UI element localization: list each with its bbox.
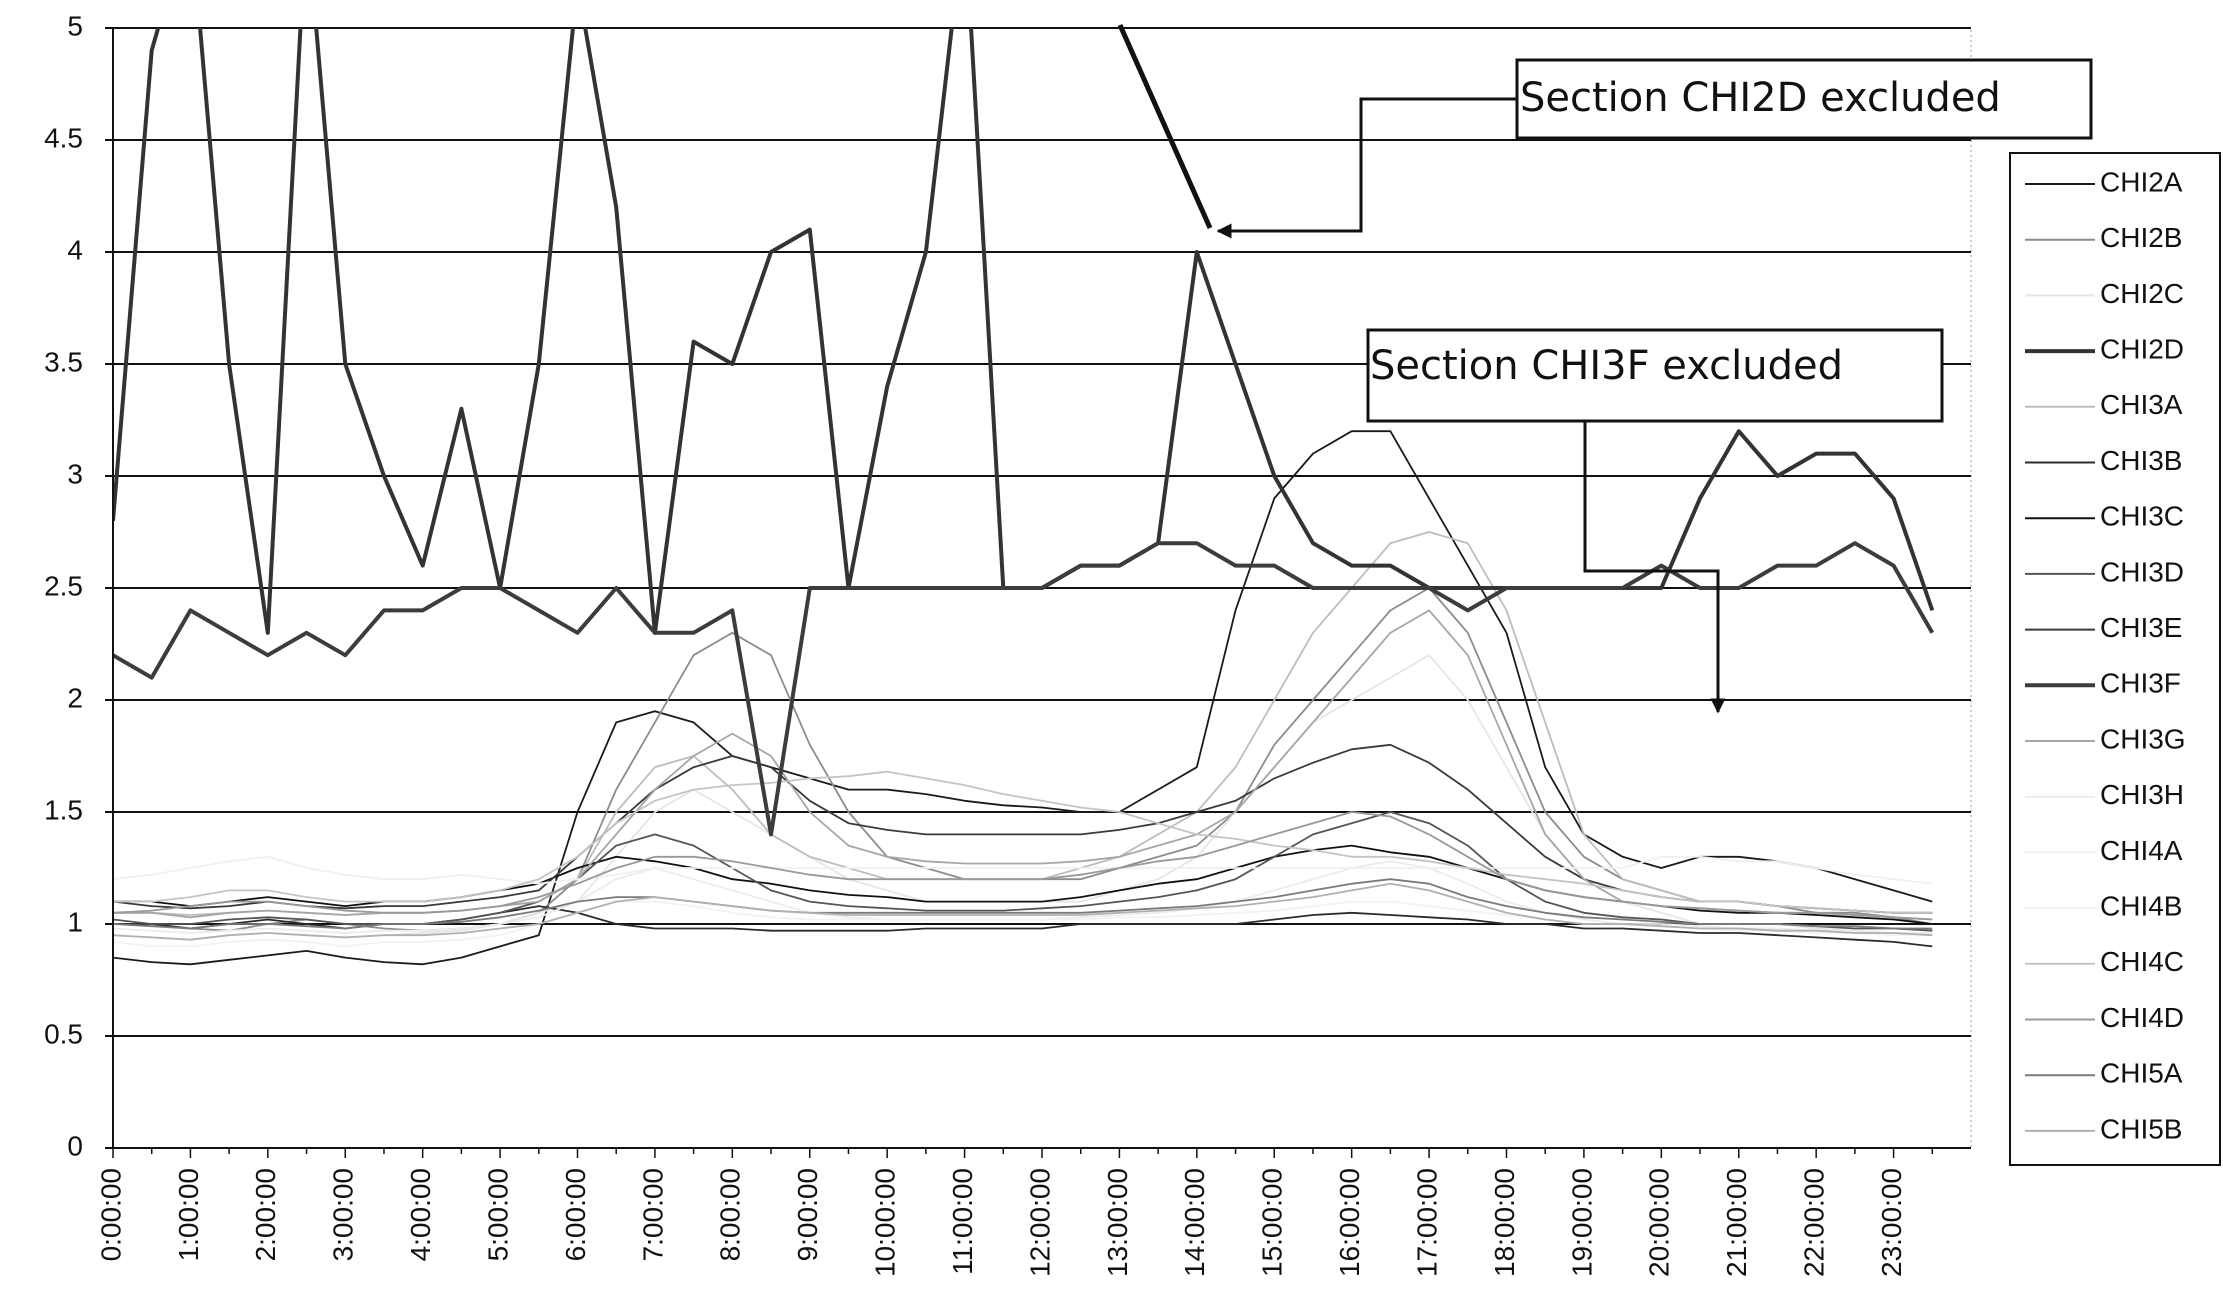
y-tick-label: 1.5 (44, 794, 83, 825)
y-tick-label: 3 (67, 458, 83, 489)
series-line (113, 541, 1935, 837)
legend (2009, 152, 2221, 1166)
y-tick-label: 2 (67, 682, 83, 713)
legend-label: CHI2B (2100, 222, 2182, 253)
x-tick-label: 12:00:00 (1024, 1168, 1055, 1277)
legend-label: CHI3C (2100, 501, 2184, 532)
x-tick-label: 3:00:00 (328, 1168, 359, 1261)
x-tick-label: 6:00:00 (560, 1168, 591, 1261)
ticks: 0 0.5 1 1.5 2 2.5 3 3.5 4 4.5 5 0:00:00 1:00:00 2:00:… (44, 10, 1934, 1277)
legend-label: CHI3G (2100, 723, 2186, 754)
legend-label: CHI4C (2100, 946, 2184, 977)
series-line (113, 882, 1933, 941)
lines (113, 28, 1935, 966)
x-tick-label: 1:00:00 (173, 1168, 204, 1261)
series-line (113, 855, 1933, 885)
y-tick-label: 4.5 (44, 122, 83, 153)
y-tick-label: 1 (67, 906, 83, 937)
series-line (113, 811, 1933, 921)
y-tick-label: 0 (67, 1130, 83, 1161)
annotation-text: Section CHI2D excluded (1520, 75, 2001, 121)
x-tick-label: 21:00:00 (1721, 1168, 1752, 1277)
x-tick-label: 18:00:00 (1489, 1168, 1520, 1277)
x-tick-label: 4:00:00 (405, 1168, 436, 1261)
series-line (113, 430, 1933, 966)
x-tick-label: 13:00:00 (1102, 1168, 1133, 1277)
x-tick-label: 7:00:00 (637, 1168, 668, 1261)
legend-label: CHI4B (2100, 890, 2182, 921)
x-tick-label: 5:00:00 (482, 1168, 513, 1261)
x-tick-label: 11:00:00 (947, 1168, 978, 1275)
series-line (113, 878, 1933, 930)
x-tick-label: 14:00:00 (1179, 1168, 1210, 1277)
legend-label: CHI3A (2100, 389, 2183, 420)
y-tick-label: 5 (67, 10, 83, 41)
legend-label: CHI4D (2100, 1002, 2184, 1033)
legend-label: CHI5A (2100, 1058, 2183, 1089)
legend-label: CHI3B (2100, 445, 2182, 476)
x-tick-label: 16:00:00 (1334, 1168, 1365, 1277)
legend-label: CHI2C (2100, 278, 2184, 309)
x-tick-label: 8:00:00 (715, 1168, 746, 1261)
x-tick-label: 17:00:00 (1411, 1168, 1442, 1277)
legend-label: CHI5B (2100, 1113, 2182, 1144)
series-line (113, 770, 1933, 914)
legend-label: CHI2A (2100, 166, 2183, 197)
legend-label: CHI3E (2100, 612, 2182, 643)
legend-items: CHI2A CHI2B CHI2C CHI2D CHI3A CHI3B CHI3C CHI3D… (2025, 166, 2186, 1144)
arrow-chi3f (1583, 421, 1726, 714)
y-tick-label: 3.5 (44, 346, 83, 377)
arrow-chi2d (1216, 97, 1517, 239)
legend-label: CHI2D (2100, 333, 2184, 364)
x-tick-label: 23:00:00 (1876, 1168, 1907, 1277)
y-tick-label: 2.5 (44, 570, 83, 601)
x-tick-label: 22:00:00 (1799, 1168, 1830, 1277)
annotation-box (1515, 58, 2093, 140)
arrow-diagonal (1117, 23, 1213, 230)
x-tick-label: 0:00:00 (95, 1168, 126, 1261)
legend-label: CHI3D (2100, 556, 2184, 587)
legend-label: CHI4A (2100, 835, 2183, 866)
x-tick-label: 15:00:00 (1257, 1168, 1288, 1277)
x-tick-label: 19:00:00 (1566, 1168, 1597, 1277)
y-tick-label: 4 (67, 234, 83, 265)
x-tick-label: 2:00:00 (250, 1168, 281, 1261)
x-tick-label: 9:00:00 (792, 1168, 823, 1261)
x-tick-label: 20:00:00 (1644, 1168, 1675, 1277)
legend-label: CHI3H (2100, 779, 2184, 810)
annotation-arrows (1117, 23, 1726, 714)
y-tick-label: 0.5 (44, 1018, 83, 1049)
x-tick-label: 10:00:00 (870, 1168, 901, 1277)
annotation-box (1366, 328, 1944, 423)
annotation-text: Section CHI3F excluded (1370, 343, 1843, 389)
legend-label: CHI3F (2100, 668, 2181, 699)
